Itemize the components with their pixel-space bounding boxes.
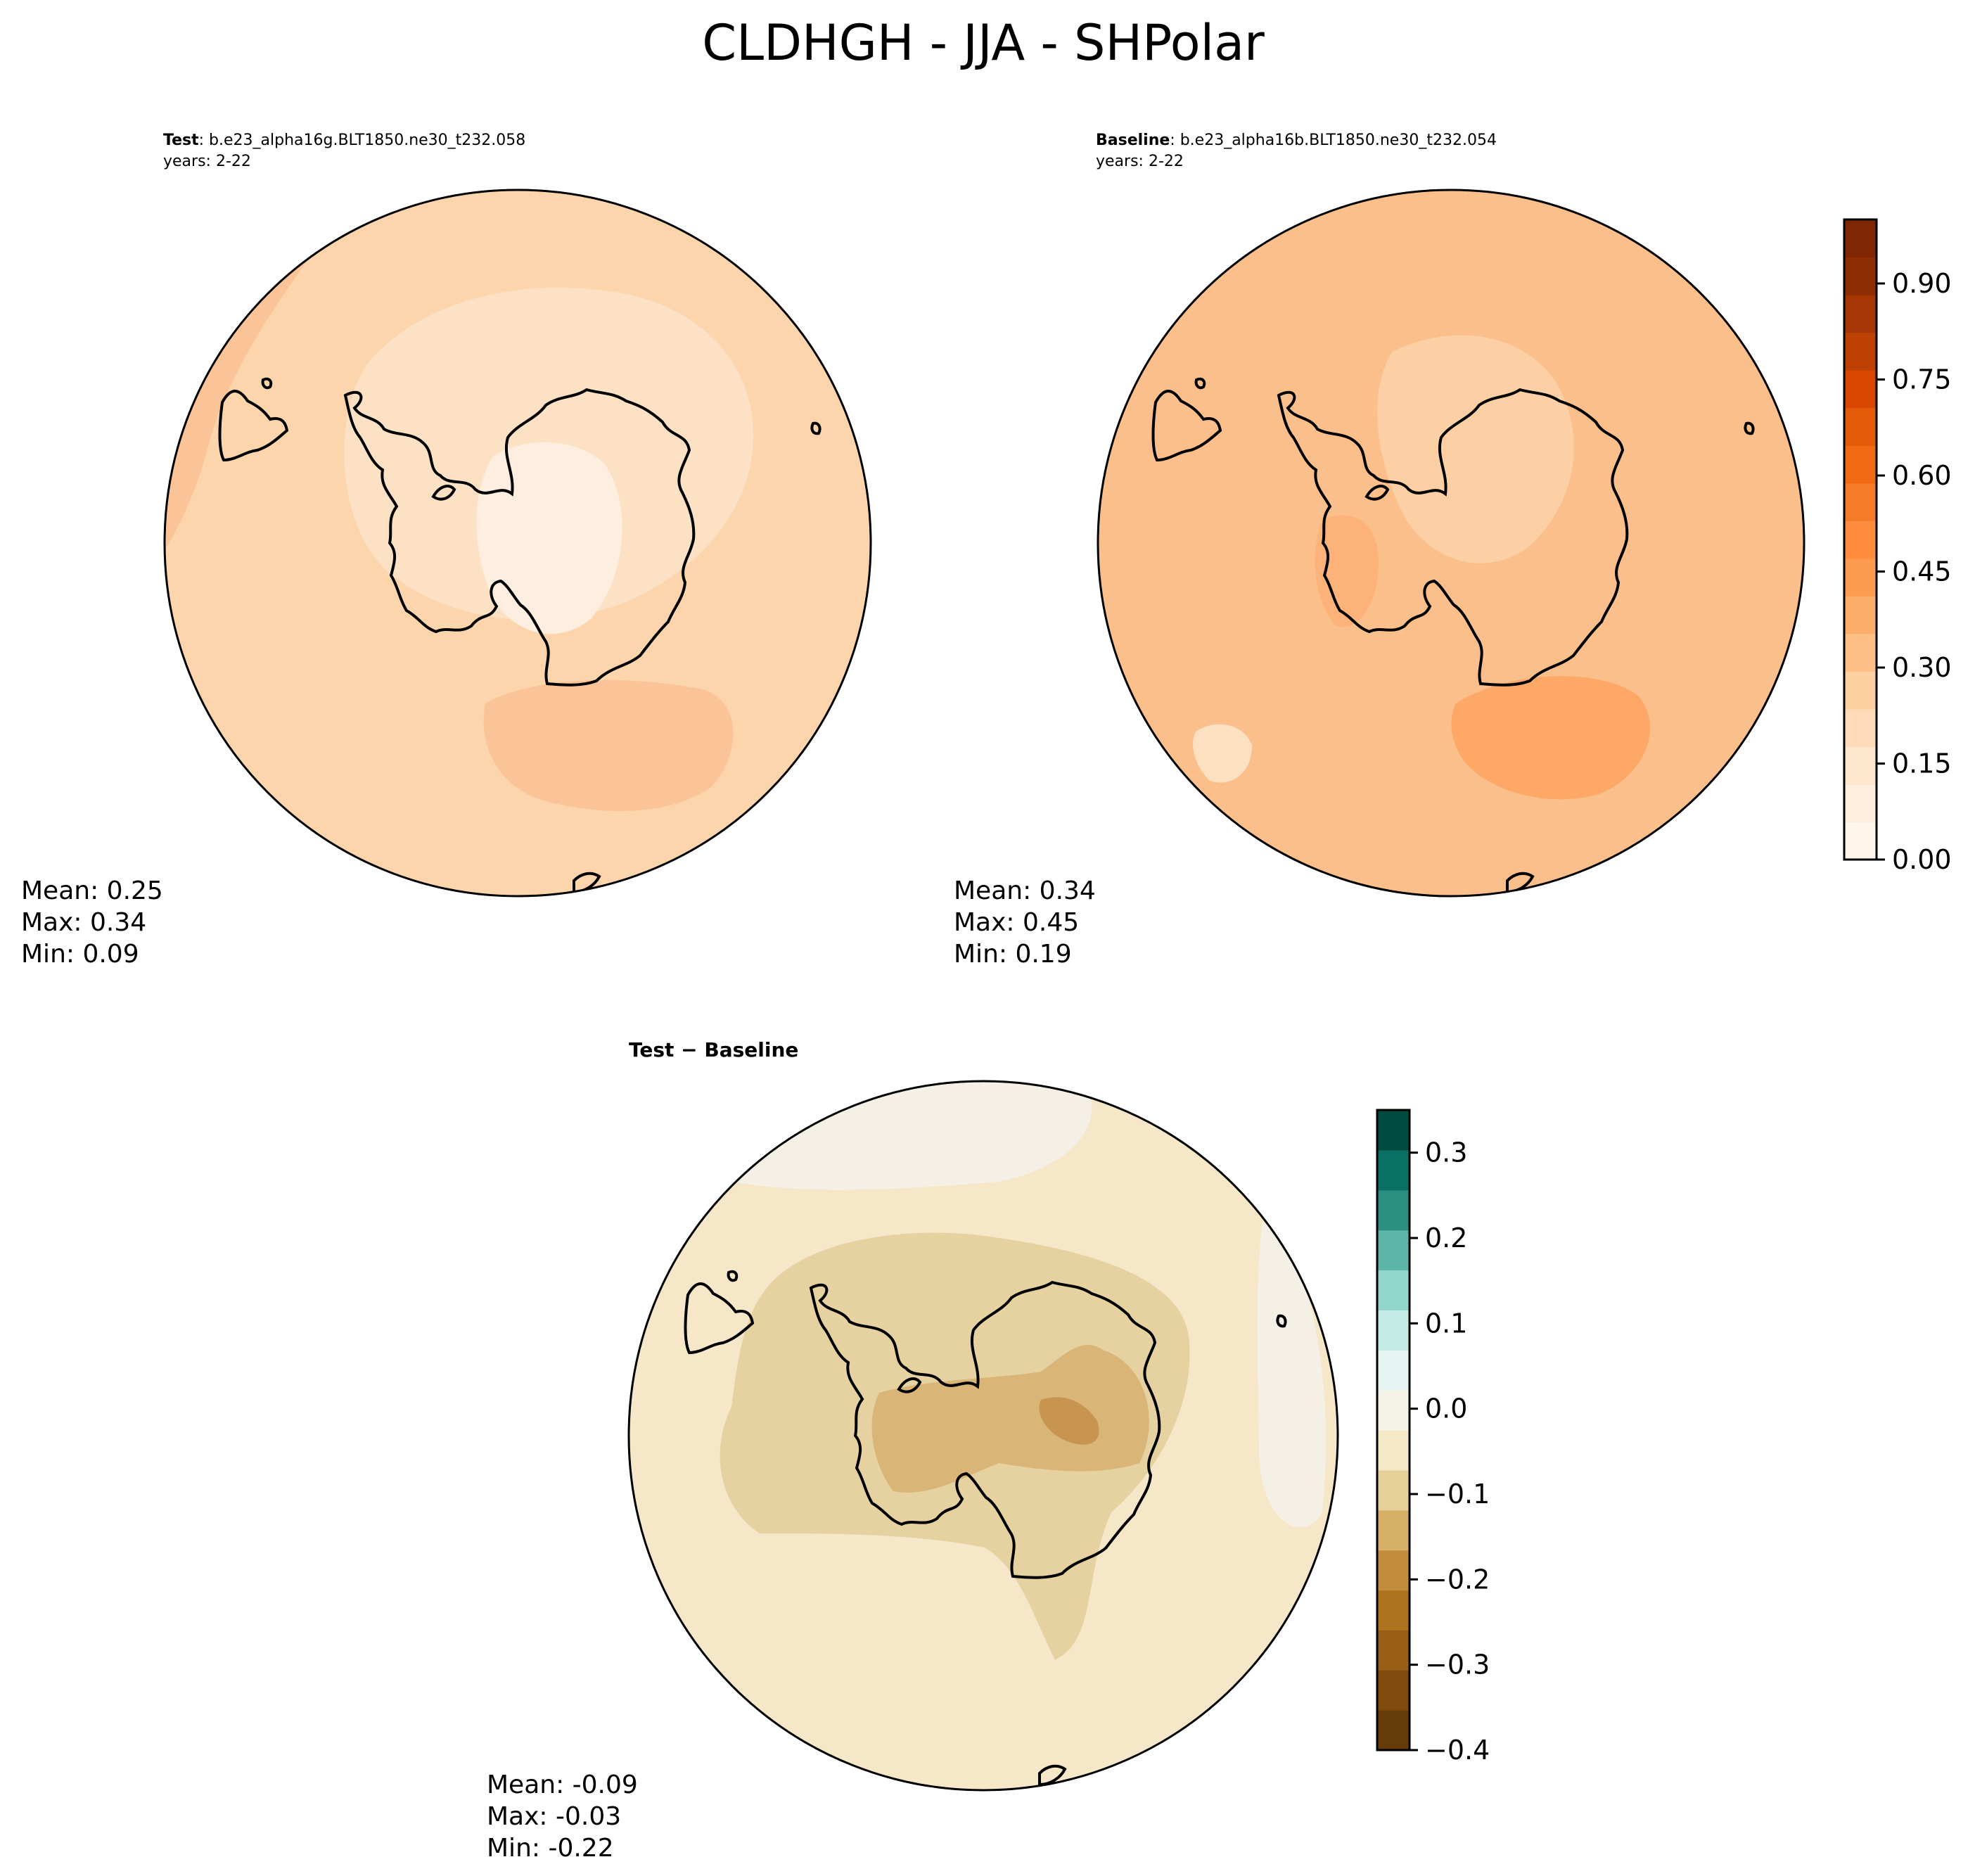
cbar-diff-frame [1376,1109,1411,1751]
cbar-main-segment [1844,596,1877,634]
cbar-diff-segment [1377,1590,1410,1631]
cbar-main-segment [1844,257,1877,295]
cbar-diff-segment [1377,1670,1410,1711]
cbar-main-tick-label: 0.30 [1892,652,1952,683]
cbar-main-segment [1844,295,1877,333]
panel-test-header: Test: b.e23_alpha16g.BLT1850.ne30_t232.0… [163,132,525,149]
panel-baseline-min: Min: 0.19 [954,940,1072,969]
panel-diff-map [629,1081,1338,1790]
cbar-diff-tick-label: −0.1 [1425,1479,1490,1510]
cbar-main-frame [1843,218,1878,861]
cbar-main-tick-label: 0.90 [1892,268,1952,299]
cbar-main-segment [1844,784,1877,823]
panel-baseline-map [1098,190,1804,896]
cbar-diff-tick-label: 0.1 [1425,1308,1467,1339]
cbar-main-segment [1844,822,1877,860]
panel-diff-max: Max: -0.03 [487,1802,621,1831]
cbar-diff-tick-label: 0.3 [1425,1137,1467,1168]
cbar-main-segment [1844,370,1877,409]
cbar-diff-tick-label: −0.4 [1425,1735,1490,1766]
panel-test-years: years: 2-22 [163,153,251,170]
panel-test-label: Test [163,132,199,149]
panel-baseline: Baseline: b.e23_alpha16b.BLT1850.ne30_t2… [954,132,1805,969]
cbar-diff-segment [1377,1390,1410,1431]
cbar-main-segment [1844,332,1877,371]
panel-baseline-case: : b.e23_alpha16b.BLT1850.ne30_t232.054 [1170,132,1497,149]
panel-diff-mean: Mean: -0.09 [487,1770,638,1799]
cbar-main-segment [1844,633,1877,672]
cbar-main-tick-label: 0.45 [1892,556,1952,587]
cbar-diff-segment [1377,1550,1410,1591]
colorbar-main: 0.00 0.15 0.30 0.45 0.60 0.75 0.90 [1843,218,1952,875]
panel-baseline-years: years: 2-22 [1096,153,1184,170]
panel-diff-label: Test − Baseline [629,1038,798,1061]
cbar-main-segment [1844,708,1877,748]
cbar-diff-segment [1377,1710,1410,1751]
cbar-main-segment [1844,521,1877,559]
cbar-main-segment [1844,558,1877,596]
figure-title: CLDHGH - JJA - SHPolar [702,14,1265,72]
cbar-diff-tick-label: −0.2 [1425,1564,1490,1595]
cbar-diff-segment [1377,1110,1410,1151]
cbar-main-segment [1844,407,1877,446]
panel-test-map [165,190,871,896]
panel-test-boundary [163,189,872,898]
cbar-diff-segment [1377,1630,1410,1671]
panel-diff-region-minus-02 [1039,1397,1099,1445]
panel-baseline-region-patch [1193,724,1252,783]
cbar-main-tick-label: 0.75 [1892,364,1952,395]
cbar-diff-tick-label: 0.2 [1425,1223,1467,1253]
panel-baseline-max: Max: 0.45 [954,908,1079,937]
cbar-main-segment [1844,445,1877,484]
panel-baseline-label: Baseline [1096,132,1170,149]
cbar-diff-segment [1377,1149,1410,1191]
panel-diff-boundary [627,1080,1339,1792]
cbar-main-segment [1844,671,1877,710]
cbar-diff-segment [1377,1189,1410,1231]
cbar-diff-segment [1377,1510,1410,1551]
panel-baseline-boundary [1097,189,1805,898]
panel-diff-region-near-zero-right [1257,1196,1327,1528]
cbar-main-segment [1844,746,1877,785]
panel-test-region-plateau [476,442,622,634]
cbar-main-segment [1844,219,1877,258]
panel-baseline-region-ross [1451,676,1651,800]
cbar-diff-segment [1377,1350,1410,1391]
cbar-main-tick-label: 0.00 [1892,844,1952,875]
panel-test-mean: Mean: 0.25 [21,876,163,905]
panel-diff-region-near-zero-top [679,1081,1092,1190]
cbar-main-tick-label: 0.60 [1892,460,1952,491]
panel-diff: Test − Baseline Mean: -0.09 Max: -0.03 M… [487,1038,1339,1863]
panel-baseline-header: Baseline: b.e23_alpha16b.BLT1850.ne30_t2… [1096,132,1497,149]
panel-test-case: : b.e23_alpha16g.BLT1850.ne30_t232.058 [199,132,526,149]
cbar-diff-segment [1377,1469,1410,1511]
cbar-main-segment [1844,483,1877,521]
cbar-main-tick-label: 0.15 [1892,748,1952,779]
panel-test-region-ross [483,679,734,812]
panel-baseline-mean: Mean: 0.34 [954,876,1096,905]
panel-baseline-region-peninsula [1315,515,1379,627]
panel-test-min: Min: 0.09 [21,940,139,969]
cbar-diff-segment [1377,1310,1410,1351]
cbar-diff-segment [1377,1270,1410,1310]
panel-test: Test: b.e23_alpha16g.BLT1850.ne30_t232.0… [21,132,872,969]
cbar-diff-segment [1377,1430,1410,1471]
colorbar-diff: −0.4 −0.3 −0.2 −0.1 0.0 0.1 0.2 0.3 [1376,1109,1490,1766]
cbar-diff-segment [1377,1230,1410,1271]
panel-test-max: Max: 0.34 [21,908,146,937]
cbar-diff-tick-label: −0.3 [1425,1650,1490,1680]
cbar-diff-tick-label: 0.0 [1425,1393,1467,1424]
panel-diff-min: Min: -0.22 [487,1834,614,1863]
